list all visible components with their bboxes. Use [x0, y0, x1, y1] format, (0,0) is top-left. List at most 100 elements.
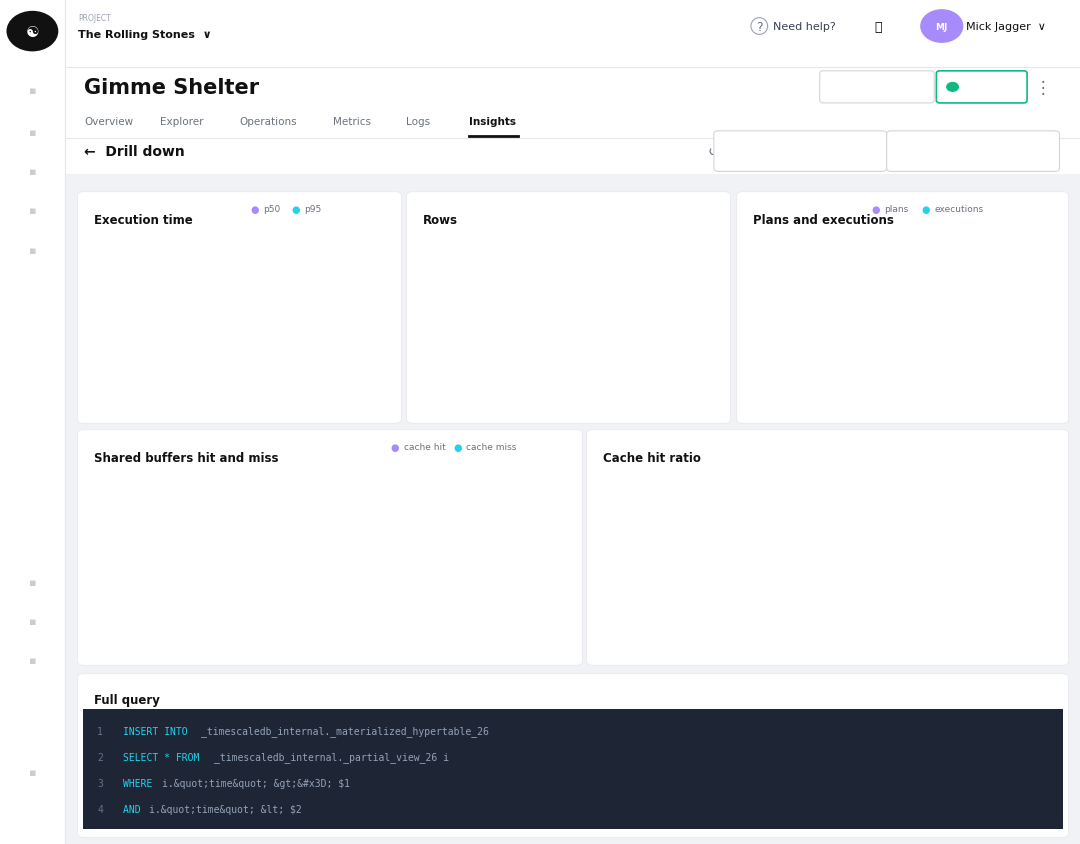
- Text: ☯: ☯: [26, 24, 39, 40]
- Bar: [163, 528, 168, 636]
- Text: ?: ?: [756, 20, 762, 34]
- Bar: [551, 592, 557, 636]
- Bar: [914, 355, 920, 393]
- Bar: [448, 574, 454, 636]
- Bar: [218, 582, 225, 636]
- Bar: [545, 586, 551, 636]
- Bar: [496, 590, 502, 636]
- Text: INSERT INTO: INSERT INTO: [123, 726, 193, 736]
- Text: SELECT * FROM: SELECT * FROM: [123, 752, 205, 762]
- Bar: [343, 604, 349, 636]
- Bar: [399, 592, 405, 636]
- Bar: [1034, 383, 1039, 393]
- Bar: [190, 572, 197, 636]
- Bar: [420, 589, 427, 636]
- Bar: [171, 553, 177, 636]
- Text: ▣  Charts to show  ∨: ▣ Charts to show ∨: [922, 147, 1024, 157]
- Bar: [378, 587, 384, 636]
- Text: Mick Jagger  ∨: Mick Jagger ∨: [966, 22, 1045, 32]
- Bar: [287, 498, 294, 636]
- Bar: [854, 364, 861, 393]
- Bar: [198, 569, 204, 636]
- Bar: [517, 568, 524, 636]
- Text: Explorer: Explorer: [160, 116, 203, 127]
- Text: ●: ●: [454, 442, 462, 452]
- Text: ▪: ▪: [29, 616, 36, 626]
- Text: Shared buffers hit and miss: Shared buffers hit and miss: [94, 452, 279, 464]
- Bar: [323, 587, 329, 636]
- Bar: [461, 569, 468, 636]
- Text: Plans and executions: Plans and executions: [753, 214, 893, 227]
- Text: Need help?: Need help?: [773, 22, 836, 32]
- Bar: [315, 589, 322, 636]
- Text: i.&quot;time&quot; &gt;&#x3D; $1: i.&quot;time&quot; &gt;&#x3D; $1: [162, 778, 350, 788]
- Text: ▪: ▪: [29, 127, 36, 138]
- Text: executions: executions: [934, 205, 984, 214]
- Text: ●: ●: [391, 442, 400, 452]
- Bar: [503, 589, 510, 636]
- Bar: [810, 360, 815, 393]
- Text: Overview: Overview: [84, 116, 133, 127]
- Text: cache hit: cache hit: [404, 442, 446, 452]
- Bar: [268, 553, 273, 636]
- Text: p95: p95: [305, 205, 322, 214]
- Text: Logs: Logs: [406, 116, 430, 127]
- Bar: [177, 566, 183, 636]
- Bar: [537, 572, 543, 636]
- Bar: [524, 575, 529, 636]
- Bar: [861, 364, 866, 393]
- Text: Cache hit ratio: Cache hit ratio: [603, 452, 701, 464]
- Bar: [454, 578, 460, 636]
- Text: Metrics: Metrics: [333, 116, 370, 127]
- Bar: [365, 624, 370, 636]
- Text: _timescaledb_internal._materialized_hypertable_26: _timescaledb_internal._materialized_hype…: [201, 726, 489, 737]
- Bar: [232, 605, 239, 636]
- Bar: [281, 566, 287, 636]
- Text: Full query: Full query: [94, 694, 160, 706]
- Text: ●: ●: [921, 204, 930, 214]
- Text: ⋮: ⋮: [1035, 78, 1051, 97]
- Bar: [370, 626, 377, 636]
- Bar: [226, 582, 232, 636]
- Bar: [406, 594, 413, 636]
- Bar: [295, 605, 301, 636]
- Bar: [795, 392, 800, 393]
- Text: ▪: ▪: [29, 655, 36, 665]
- Text: AND: AND: [123, 804, 147, 814]
- Bar: [212, 571, 218, 636]
- Bar: [260, 616, 266, 636]
- Bar: [246, 614, 253, 636]
- Bar: [157, 534, 163, 636]
- Text: TimescaleDB: TimescaleDB: [846, 83, 908, 93]
- Bar: [149, 571, 156, 636]
- Bar: [944, 292, 949, 393]
- Text: WHERE: WHERE: [123, 778, 159, 788]
- Text: ▪: ▪: [29, 577, 36, 587]
- Bar: [273, 555, 280, 636]
- Bar: [980, 379, 985, 393]
- Text: _timescaledb_internal._partial_view_26 i: _timescaledb_internal._partial_view_26 i: [214, 752, 449, 762]
- Text: Running: Running: [968, 83, 1008, 93]
- Text: ⏱  Last 6 hours  ∨: ⏱ Last 6 hours ∨: [757, 147, 843, 157]
- Bar: [885, 368, 890, 393]
- Text: p50: p50: [264, 205, 281, 214]
- Bar: [489, 586, 496, 636]
- Text: MJ: MJ: [935, 23, 948, 31]
- Bar: [204, 572, 211, 636]
- Bar: [949, 355, 956, 393]
- Bar: [815, 360, 822, 393]
- Text: ▪: ▪: [29, 767, 36, 777]
- Text: cache miss: cache miss: [467, 442, 516, 452]
- Text: ↺: ↺: [707, 145, 719, 159]
- Text: ▪: ▪: [29, 206, 36, 216]
- Text: 1: 1: [97, 726, 103, 736]
- Text: 2: 2: [97, 752, 103, 762]
- Text: ▪: ▪: [29, 166, 36, 176]
- Bar: [531, 569, 537, 636]
- Text: ←  Drill down: ← Drill down: [84, 145, 185, 159]
- Text: PROJECT: PROJECT: [78, 14, 110, 23]
- Bar: [1003, 372, 1010, 393]
- Bar: [427, 597, 432, 636]
- Text: 3: 3: [97, 778, 103, 788]
- Text: ●: ●: [292, 204, 300, 214]
